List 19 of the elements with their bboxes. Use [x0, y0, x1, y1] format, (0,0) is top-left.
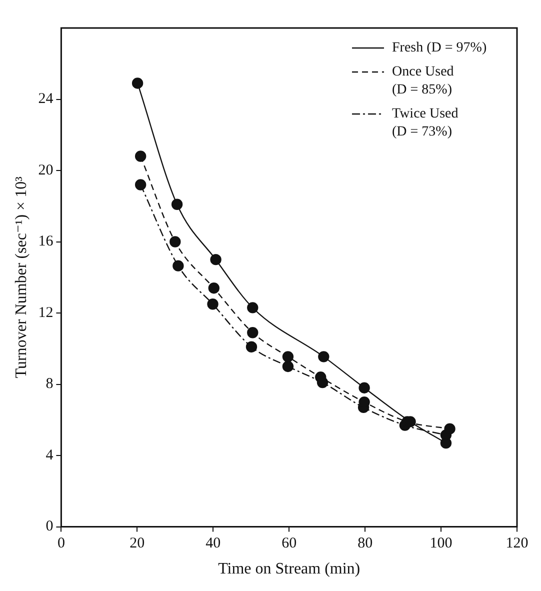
legend-label: Twice Used (D = 73%): [392, 106, 458, 140]
y-tick-label: 8: [46, 376, 54, 392]
y-tick-label: 24: [38, 91, 54, 108]
x-tick-label: 40: [206, 536, 221, 552]
y-tick-label: 4: [46, 447, 54, 464]
x-tick-label: 60: [282, 536, 297, 552]
x-tick-label: 120: [506, 536, 528, 552]
x-tick-label: 100: [430, 536, 452, 552]
y-tick-label: 20: [38, 162, 54, 178]
y-axis-title: Turnover Number (sec⁻¹) × 10³: [12, 176, 30, 378]
y-tick-label: 0: [46, 518, 54, 535]
x-tick-label: 80: [358, 536, 373, 552]
x-axis-title: Time on Stream (min): [218, 560, 360, 578]
legend-label: Once Used (D = 85%): [392, 64, 454, 98]
y-tick-label: 16: [38, 234, 54, 250]
x-tick-label: 20: [130, 536, 145, 552]
x-tick-label: 0: [57, 536, 65, 552]
y-tick-label: 12: [38, 304, 54, 321]
legend-label: Fresh (D = 97%): [392, 40, 487, 56]
